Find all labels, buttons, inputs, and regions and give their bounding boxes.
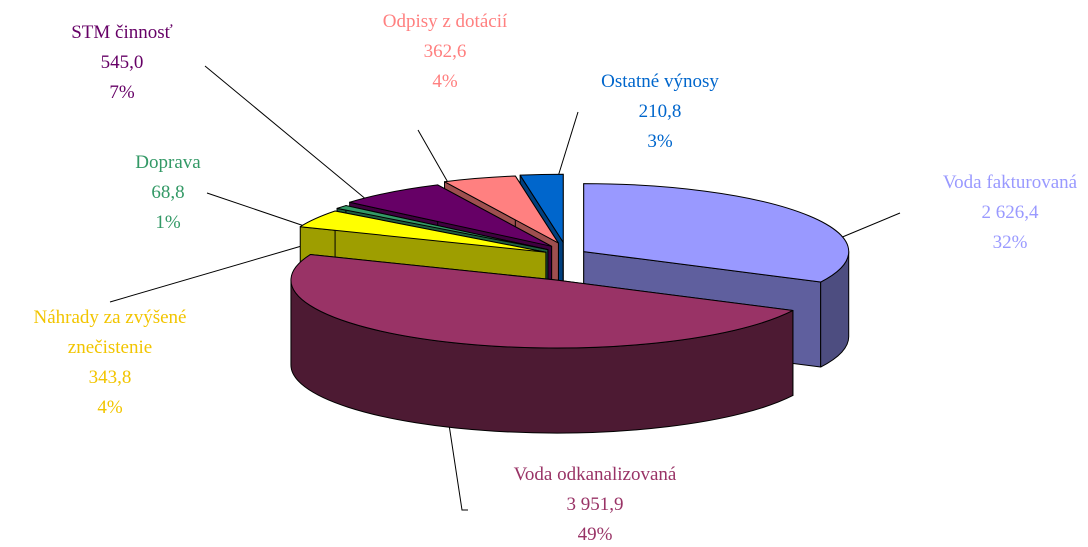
category-label: Doprava bbox=[135, 152, 201, 173]
value-label: 362,6 bbox=[423, 41, 467, 62]
percent-label: 32% bbox=[992, 232, 1028, 253]
slice bbox=[519, 173, 564, 243]
category-label: Odpisy z dotácií bbox=[382, 11, 508, 32]
value-label: 3 951,9 bbox=[566, 494, 624, 515]
slice bbox=[349, 184, 553, 247]
value-label: 343,8 bbox=[88, 367, 132, 388]
value-label: 2 626,4 bbox=[981, 202, 1039, 223]
slice bbox=[336, 205, 549, 251]
percent-label: 1% bbox=[155, 212, 181, 233]
percent-label: 7% bbox=[109, 82, 135, 103]
value-label: 545,0 bbox=[100, 52, 144, 73]
data-label: Voda fakturovaná 2 626,4 32% bbox=[890, 168, 1088, 258]
data-label: Odpisy z dotácií 362,6 4% bbox=[345, 7, 545, 97]
percent-label: 4% bbox=[97, 397, 123, 418]
slice bbox=[299, 210, 547, 253]
data-label: Náhrady za zvýšené znečistenie 343,8 4% bbox=[5, 303, 215, 423]
value-label: 68,8 bbox=[151, 182, 185, 203]
data-label: STM činnosť 545,0 7% bbox=[52, 18, 192, 108]
category-label: Voda fakturovaná bbox=[942, 172, 1078, 193]
category-label: Náhrady za zvýšené znečistenie bbox=[33, 307, 187, 358]
category-label: STM činnosť bbox=[71, 22, 173, 43]
leader-line bbox=[204, 65, 386, 216]
data-label: Ostatné výnosy 210,8 3% bbox=[560, 67, 760, 157]
leader-line bbox=[109, 244, 306, 303]
data-label: Voda odkanalizovaná 3 951,9 49% bbox=[465, 460, 725, 547]
percent-label: 3% bbox=[647, 131, 673, 152]
value-label: 210,8 bbox=[638, 101, 682, 122]
percent-label: 4% bbox=[432, 71, 458, 92]
category-label: Ostatné výnosy bbox=[601, 71, 719, 92]
slice bbox=[444, 175, 559, 244]
data-label: Doprava 68,8 1% bbox=[98, 148, 238, 238]
leader-line bbox=[839, 212, 901, 239]
percent-label: 49% bbox=[577, 524, 613, 545]
leader-line bbox=[447, 417, 468, 511]
slice bbox=[290, 254, 794, 349]
category-label: Voda odkanalizovaná bbox=[513, 464, 677, 485]
slice bbox=[583, 183, 850, 283]
